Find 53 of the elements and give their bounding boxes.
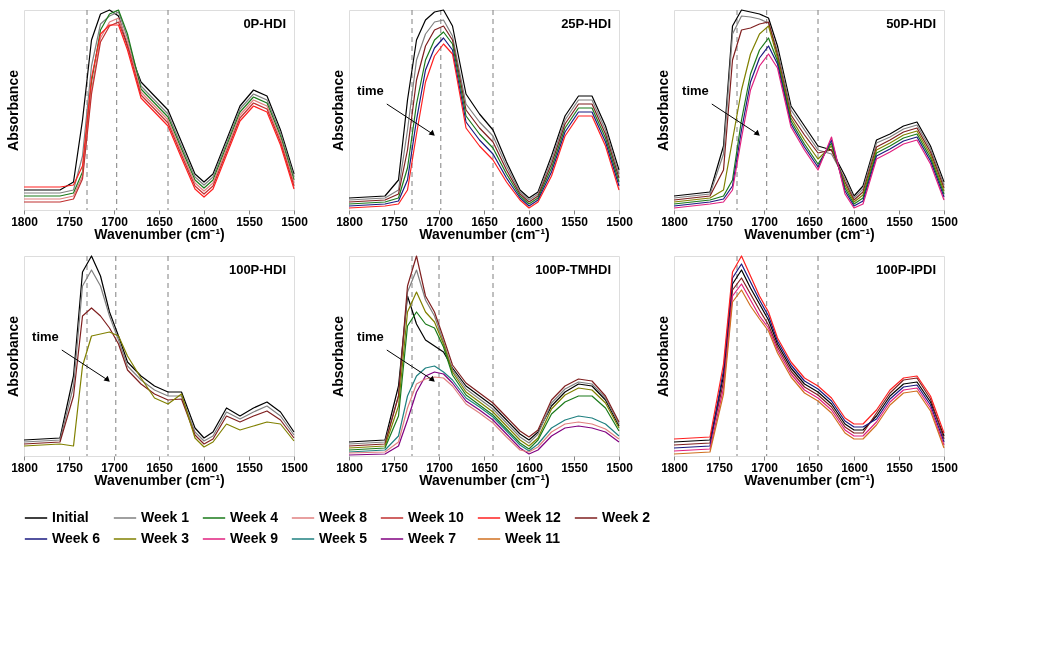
y-axis-title: Absorbance xyxy=(329,315,346,397)
annotation: time xyxy=(32,329,59,344)
annotation: time xyxy=(357,83,384,98)
x-tick-label: 1750 xyxy=(381,460,409,475)
x-tick-label: 1550 xyxy=(236,460,264,475)
legend-label: Week 10 xyxy=(408,509,464,525)
x-tick-label: 1500 xyxy=(931,214,959,229)
legend-label: Week 2 xyxy=(602,509,651,525)
annotation: time xyxy=(682,83,709,98)
x-tick-label: 1500 xyxy=(606,460,634,475)
text: 100P-HDI xyxy=(228,262,286,277)
annotation: time xyxy=(357,329,384,344)
legend-label: Week 3 xyxy=(141,530,190,546)
x-tick-label: 1550 xyxy=(236,214,264,229)
legend-label: Week 4 xyxy=(230,509,279,525)
legend-label: Week 6 xyxy=(52,530,101,546)
y-axis-title: Absorbance xyxy=(654,69,671,151)
x-tick-label: 1750 xyxy=(706,460,734,475)
x-tick-label: 1750 xyxy=(56,214,84,229)
x-tick-label: 1500 xyxy=(281,460,309,475)
x-tick-label: 1750 xyxy=(56,460,84,475)
x-tick-label: 1500 xyxy=(931,460,959,475)
y-axis-title: Absorbance xyxy=(654,315,671,397)
x-tick-label: 1500 xyxy=(281,214,309,229)
text: 25P-HDI xyxy=(561,16,611,31)
legend-label: Week 9 xyxy=(230,530,279,546)
x-tick-label: 1550 xyxy=(886,460,914,475)
x-tick-label: 1800 xyxy=(661,460,689,475)
x-tick-label: 1550 xyxy=(561,460,589,475)
text: 50P-HDI xyxy=(886,16,936,31)
x-tick-label: 1800 xyxy=(336,460,364,475)
legend-label: Week 11 xyxy=(505,530,561,546)
legend-label: Week 7 xyxy=(408,530,457,546)
x-tick-label: 1550 xyxy=(561,214,589,229)
legend-label: Initial xyxy=(52,509,89,525)
text: 100P-TMHDI xyxy=(535,262,611,277)
x-tick-label: 1800 xyxy=(661,214,689,229)
legend-label: Week 8 xyxy=(319,509,368,525)
text: 100P-IPDI xyxy=(876,262,936,277)
x-tick-label: 1550 xyxy=(886,214,914,229)
legend-label: Week 5 xyxy=(319,530,368,546)
x-tick-label: 1800 xyxy=(336,214,364,229)
y-axis-title: Absorbance xyxy=(4,69,21,151)
legend-label: Week 12 xyxy=(505,509,561,525)
x-tick-label: 1750 xyxy=(706,214,734,229)
legend-label: Week 1 xyxy=(141,509,190,525)
x-tick-label: 1750 xyxy=(381,214,409,229)
y-axis-title: Absorbance xyxy=(4,315,21,397)
text: 0P-HDI xyxy=(243,16,286,31)
y-axis-title: Absorbance xyxy=(329,69,346,151)
x-tick-label: 1800 xyxy=(11,214,39,229)
x-tick-label: 1500 xyxy=(606,214,634,229)
x-tick-label: 1800 xyxy=(11,460,39,475)
